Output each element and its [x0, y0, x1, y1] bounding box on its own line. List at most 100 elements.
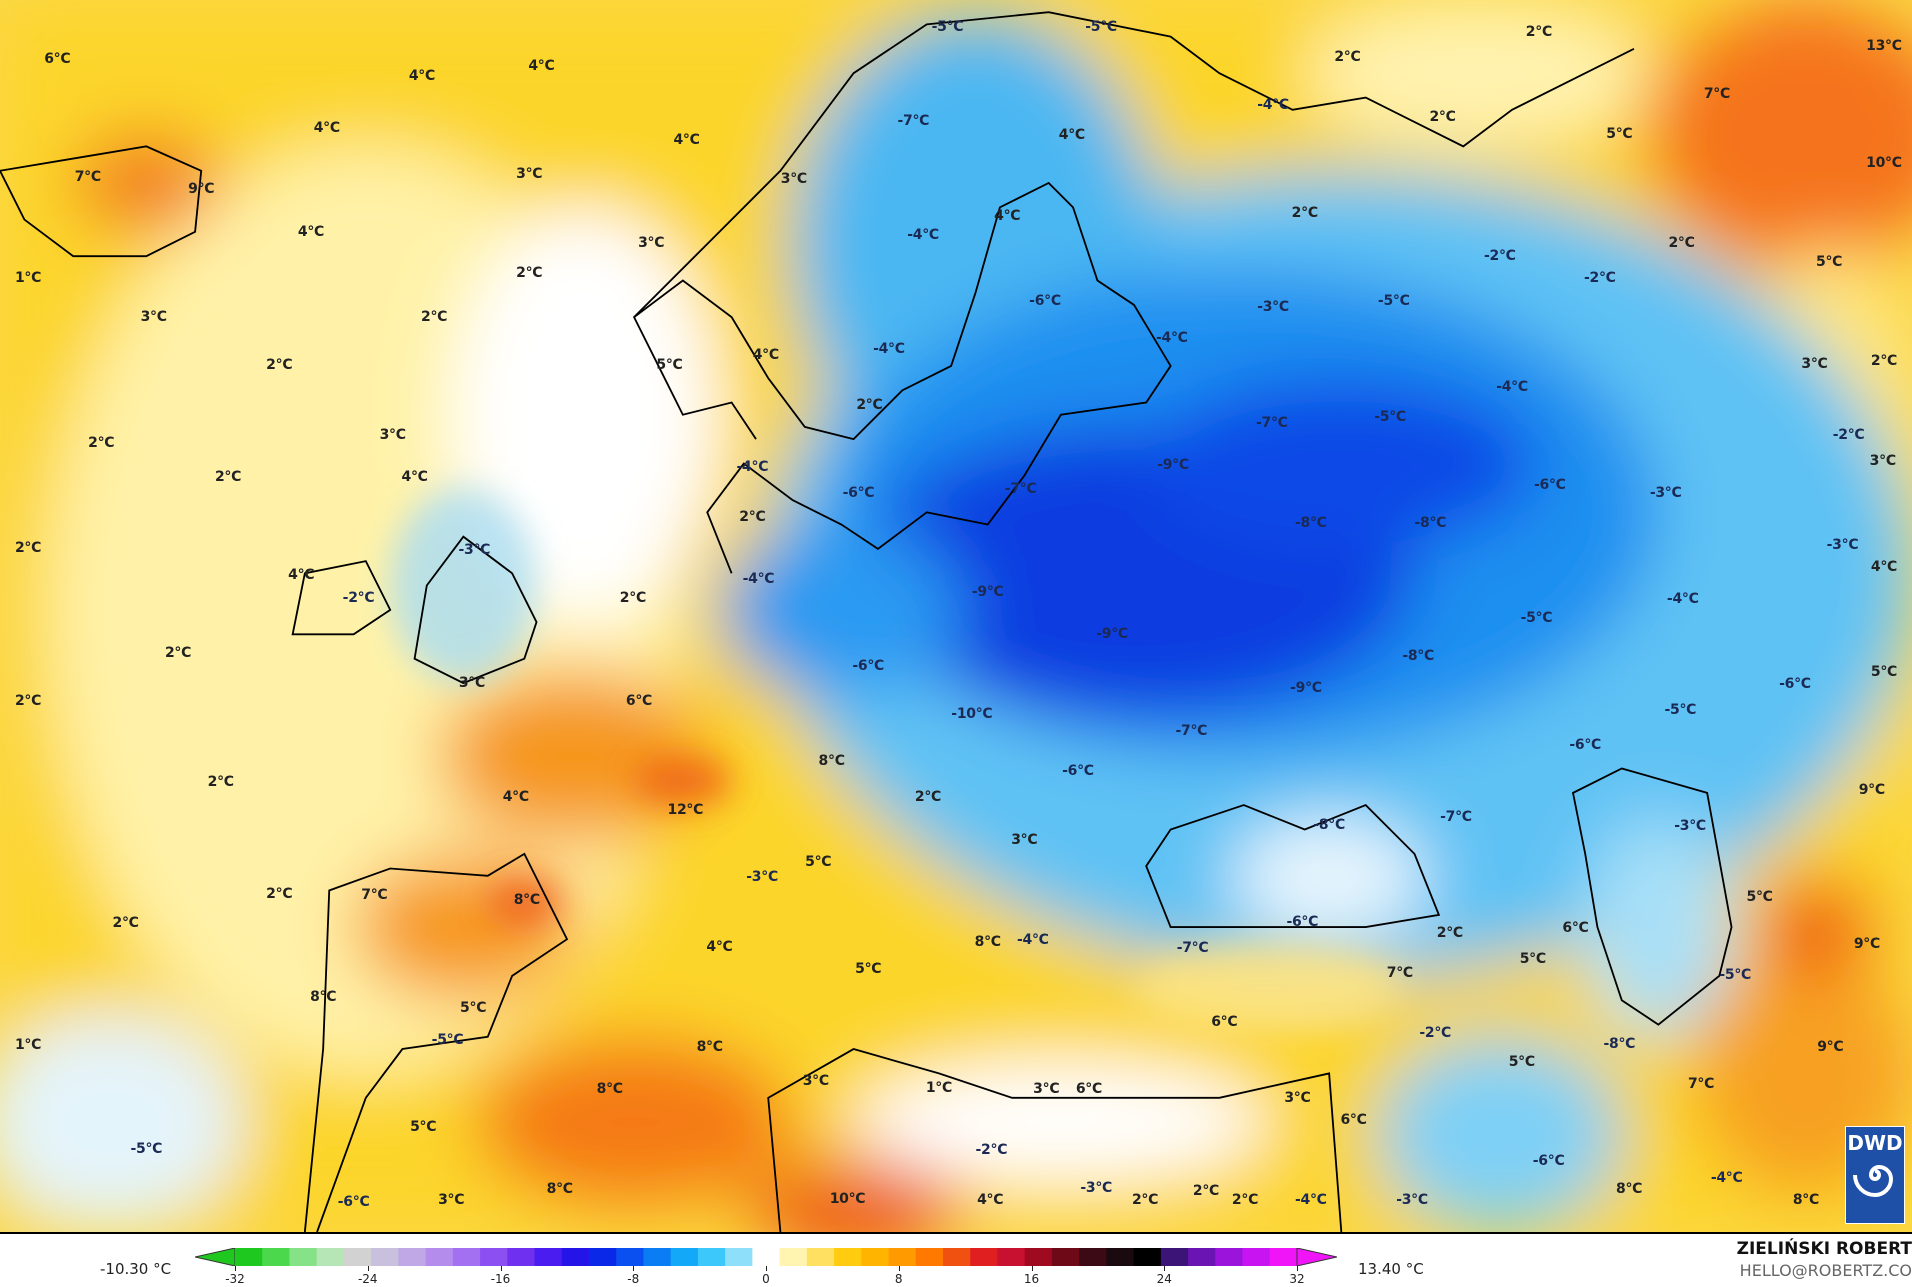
colorbar-segment: [915, 1248, 944, 1266]
temperature-label: -9°C: [1157, 456, 1189, 473]
temperature-label: -4°C: [1710, 1170, 1743, 1187]
temperature-label: 4°C: [297, 223, 324, 240]
colorbar-segment: [725, 1248, 753, 1266]
temperature-label: 9°C: [1817, 1038, 1844, 1055]
temperature-label: -9°C: [971, 583, 1004, 600]
dwd-logo-text: DWD: [1847, 1131, 1903, 1155]
temperature-label: 4°C: [994, 207, 1021, 224]
tick-label: 0: [762, 1272, 770, 1286]
tick-label: 32: [1289, 1272, 1305, 1286]
temperature-label: 2°C: [1525, 23, 1552, 40]
temperature-label: -7°C: [1255, 415, 1288, 432]
temperature-label: 8°C: [974, 933, 1001, 950]
colorbar-max-arrow: [1296, 1248, 1337, 1266]
temperature-label: -8°C: [1414, 515, 1447, 532]
temperature-label: -4°C: [1666, 590, 1699, 607]
colorbar-segment: [1188, 1248, 1216, 1266]
temperature-label: 5°C: [855, 960, 882, 977]
temperature-label: 7°C: [1687, 1076, 1715, 1093]
temperature-label: -5°C: [1520, 610, 1553, 627]
temperature-label: 6°C: [1211, 1014, 1238, 1031]
temperature-label: -7°C: [1440, 809, 1472, 826]
temperature-label: -8°C: [1402, 648, 1434, 665]
temperature-label: -7°C: [1004, 481, 1037, 498]
temperature-label: 5°C: [1746, 888, 1773, 905]
tick-mark: [367, 1266, 369, 1271]
colorbar-segment: [534, 1248, 563, 1266]
temperature-label: -5°C: [1085, 18, 1117, 35]
temperature-label: -5°C: [1664, 701, 1697, 718]
colorbar-segment: [1269, 1248, 1298, 1266]
tick-mark: [766, 1266, 767, 1271]
temperature-label: -5°C: [1377, 293, 1410, 310]
temperature-label: -7°C: [897, 112, 930, 129]
temperature-label: 4°C: [401, 468, 428, 485]
colorbar-segment: [670, 1248, 699, 1266]
colorbar-min-arrow: [195, 1248, 236, 1266]
legend-min-value: -10.30 °C: [100, 1260, 172, 1278]
temperature-label: -3°C: [1080, 1180, 1113, 1197]
temperature-label: -4°C: [1016, 932, 1049, 949]
colorbar-segment: [480, 1248, 508, 1266]
temperature-label: 4°C: [528, 57, 555, 74]
temperature-label: 1°C: [925, 1080, 952, 1097]
temperature-label: -2°C: [1484, 248, 1516, 265]
temperature-label: -8°C: [1603, 1036, 1636, 1053]
colorbar-segment: [943, 1248, 971, 1266]
tick-mark: [1164, 1266, 1166, 1271]
colorbar-segment: [589, 1248, 617, 1266]
dwd-logo: DWD: [1845, 1126, 1905, 1224]
temperature-label: 4°C: [1870, 559, 1898, 576]
temperature-label: -4°C: [1496, 378, 1528, 395]
temperature-label: 8°C: [310, 988, 337, 1005]
temperature-label: -6°C: [842, 484, 875, 501]
colorbar-segment: [970, 1248, 998, 1266]
temperature-map: 6°C 4°C 4°C 4°C 4°C 3°C 7°C 9°C 4°C 3°C 1°C 2°C 3°C 2…: [0, 0, 1912, 1234]
temperature-label: -2°C: [342, 589, 375, 606]
temperature-label: -5°C: [1374, 409, 1406, 426]
spiral-icon: [1853, 1164, 1894, 1198]
temperature-label: 3°C: [458, 675, 485, 692]
temperature-label: 2°C: [214, 468, 242, 485]
temperature-label: -3°C: [746, 869, 778, 886]
temperature-label: -8°C: [1313, 816, 1345, 833]
temperature-label: -8°C: [1295, 515, 1327, 532]
temperature-label: -6°C: [1534, 477, 1566, 494]
temperature-label: 7°C: [74, 168, 101, 185]
temperature-label: 4°C: [752, 346, 779, 363]
colorbar-segment: [806, 1248, 835, 1266]
colorbar-segment: [779, 1248, 808, 1266]
temperature-label: 6°C: [1075, 1081, 1102, 1098]
tick-label: 16: [1023, 1272, 1040, 1286]
temperature-label: 4°C: [408, 67, 435, 84]
colorbar-segment: [316, 1248, 345, 1266]
temperature-label: 2°C: [14, 539, 42, 556]
colorbar-segment: [697, 1248, 726, 1266]
temperature-label: 9°C: [1853, 936, 1880, 953]
temperature-label: -4°C: [742, 571, 775, 588]
temperature-label: 3°C: [1284, 1089, 1311, 1106]
temperature-label: 2°C: [1192, 1182, 1220, 1199]
temperature-label: 8°C: [818, 753, 845, 770]
temperature-label: -5°C: [431, 1032, 464, 1049]
colorbar-segment: [561, 1248, 590, 1266]
temperature-label: 10°C: [1866, 155, 1902, 172]
temperature-label: 3°C: [780, 171, 807, 188]
colorbar-segment: [425, 1248, 454, 1266]
colorbar-segment: [235, 1248, 263, 1266]
temperature-label: -10°C: [951, 705, 993, 722]
tick-label: -24: [357, 1272, 378, 1286]
colorbar-segment: [888, 1248, 917, 1266]
temperature-label: -2°C: [1584, 270, 1616, 287]
colorbar-segment: [398, 1248, 427, 1266]
temperature-label: -4°C: [1295, 1192, 1327, 1209]
temperature-label: 8°C: [1616, 1181, 1643, 1198]
temperature-label: 3°C: [638, 234, 665, 251]
temperature-label: -5°C: [130, 1141, 163, 1158]
colorbar-segment: [997, 1248, 1026, 1266]
temperature-label: 4°C: [977, 1192, 1004, 1209]
temperature-label: 6°C: [44, 50, 71, 67]
temperature-label: 3°C: [1801, 355, 1828, 372]
tick-mark: [235, 1266, 236, 1271]
temperature-label: 1°C: [14, 270, 42, 287]
